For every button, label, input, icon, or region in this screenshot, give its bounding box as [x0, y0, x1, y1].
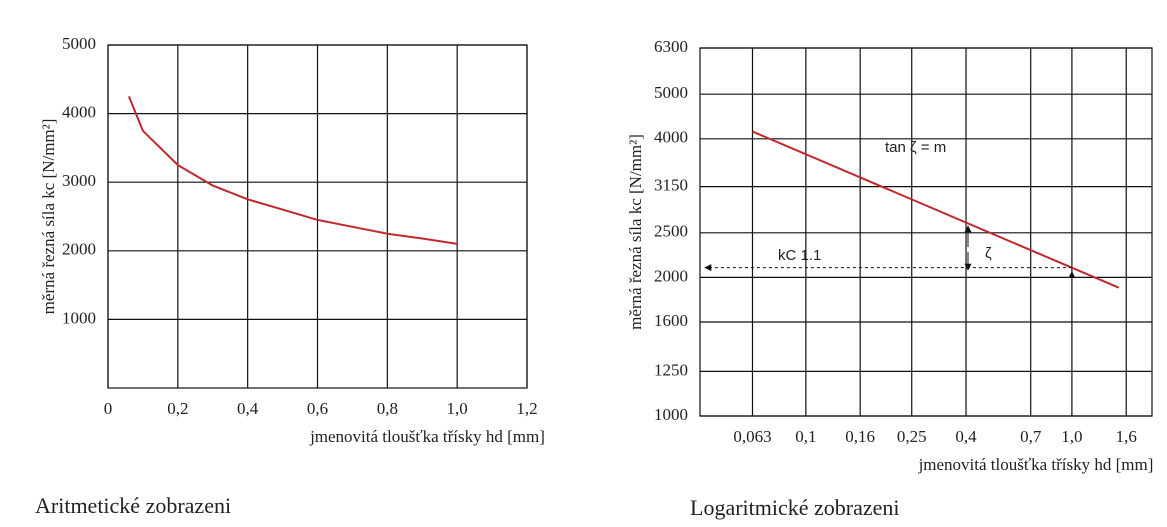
caption: Aritmetické zobrazeni	[35, 493, 231, 518]
data-line	[752, 130, 1120, 289]
x-tick-label: 0,16	[845, 427, 875, 446]
x-tick-label: 0,25	[897, 427, 927, 446]
x-tick-label: 0,063	[733, 427, 771, 446]
y-axis-label: měrná řezná síla kc [N/mm²]	[626, 134, 645, 330]
x-axis-label: jmenovitá tloušťka třísky hd [mm]	[309, 427, 545, 446]
x-tick-label: 0,1	[795, 427, 816, 446]
y-tick-label: 3000	[62, 171, 96, 190]
y-tick-label: 1000	[654, 405, 688, 424]
x-tick-label: 0	[104, 399, 113, 418]
y-tick-label: 2000	[654, 266, 688, 285]
x-tick-label: 1,0	[447, 399, 468, 418]
x-tick-label: 0,8	[377, 399, 398, 418]
x-tick-label: 1,0	[1061, 427, 1082, 446]
x-tick-label: 0,7	[1020, 427, 1042, 446]
annotation: kC 1.1	[778, 247, 821, 264]
y-tick-label: 4000	[654, 128, 688, 147]
y-tick-label: 1250	[654, 360, 688, 379]
y-tick-label: 1000	[62, 308, 96, 327]
y-tick-label: 6300	[654, 37, 688, 56]
y-tick-label: 5000	[654, 83, 688, 102]
plot-frame	[699, 47, 1153, 417]
x-axis-label: jmenovitá tloušťka třísky hd [mm]	[918, 455, 1154, 474]
x-tick-label: 1,6	[1116, 427, 1137, 446]
y-tick-label: 5000	[62, 34, 96, 53]
data-line	[127, 96, 458, 245]
y-tick-label: 4000	[62, 103, 96, 122]
y-tick-label: 2000	[62, 240, 96, 259]
x-tick-label: 0,2	[167, 399, 188, 418]
annotation: tan ζ = m	[885, 139, 946, 156]
x-tick-label: 1,2	[516, 399, 537, 418]
x-tick-label: 0,6	[307, 399, 328, 418]
x-tick-label: 0,4	[955, 427, 977, 446]
y-tick-label: 2500	[654, 222, 688, 241]
annotation: ζ	[985, 245, 992, 262]
y-tick-label: 3150	[654, 175, 688, 194]
caption: Logaritmické zobrazeni	[690, 495, 900, 520]
y-axis-label: měrná řezná síla kc [N/mm²]	[39, 119, 58, 315]
x-tick-label: 0,4	[237, 399, 259, 418]
y-tick-label: 1600	[654, 311, 688, 330]
